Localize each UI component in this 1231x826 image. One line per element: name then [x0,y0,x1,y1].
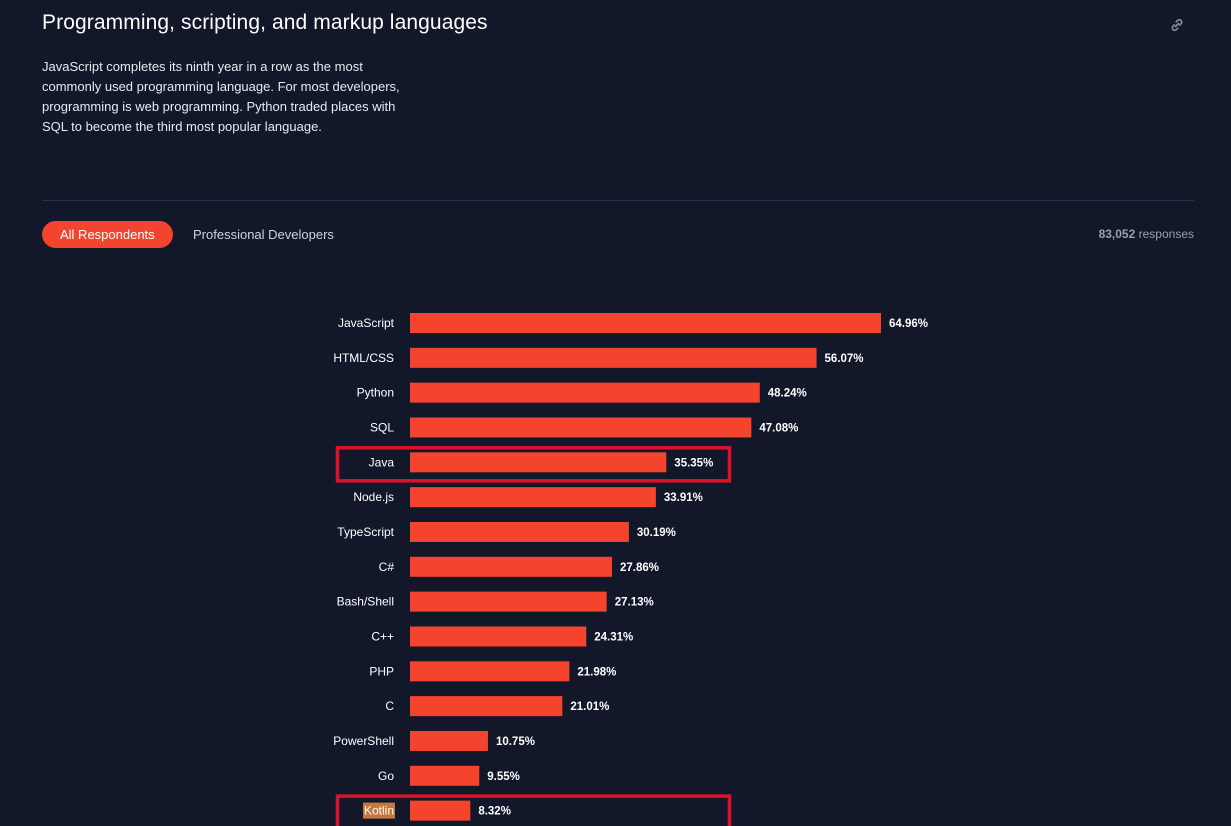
category-label-java: Java [369,455,395,469]
value-label-kotlin: 8.32% [478,806,511,818]
bar-java [410,452,667,473]
category-label-javascript: JavaScript [338,316,395,330]
category-label-sql: SQL [370,420,394,434]
bar-node-js [410,487,656,508]
bar-c [410,626,587,647]
category-label-php: PHP [369,664,394,678]
highlight-box-java [335,446,732,483]
bar-typescript [410,521,629,542]
bar-javascript [410,313,881,333]
bar-c [410,556,613,577]
responses-label: responses [1138,227,1194,241]
section-description: JavaScript completes its ninth year in a… [42,59,400,134]
value-label-bash-shell: 27.13% [615,597,654,609]
value-label-c: 27.86% [620,562,659,574]
category-label-go: Go [378,769,394,783]
bar-powershell [410,730,488,751]
value-label-php: 21.98% [577,666,616,678]
bar-c [410,696,563,717]
category-label-c: C# [379,560,395,574]
bar-python [410,382,760,403]
category-label-python: Python [357,386,394,400]
category-label-kotlin: Kotlin [364,804,394,818]
divider [42,200,1194,201]
highlight-box-kotlin [335,794,732,826]
category-label-c: C++ [371,629,394,643]
tab-professional-developers[interactable]: Professional Developers [193,227,334,242]
category-label-c: C [385,699,394,713]
category-label-html-css: HTML/CSS [333,351,394,365]
bar-html-css [410,347,817,368]
value-label-java: 35.35% [674,457,713,469]
value-label-sql: 47.08% [759,422,798,434]
category-label-node-js: Node.js [353,490,394,504]
bar-go [410,765,480,786]
responses-count: 83,052 responses [1099,227,1194,241]
value-label-python: 48.24% [768,388,807,400]
bar-sql [410,417,752,438]
category-label-powershell: PowerShell [333,734,394,748]
bar-bash-shell [410,591,607,612]
value-label-c: 21.01% [570,701,609,713]
value-label-powershell: 10.75% [496,736,535,748]
category-label-bash-shell: Bash/Shell [337,595,394,609]
value-label-typescript: 30.19% [637,527,676,539]
value-label-html-css: 56.07% [825,353,864,365]
link-icon[interactable] [1168,16,1186,34]
section-title: Programming, scripting, and markup langu… [42,11,488,34]
value-label-node-js: 33.91% [664,492,703,504]
category-label-typescript: TypeScript [337,525,394,539]
bar-kotlin [410,800,471,821]
value-label-javascript: 64.96% [889,318,928,330]
responses-number: 83,052 [1098,227,1136,241]
value-label-c: 24.31% [594,631,633,643]
tab-all-respondents[interactable]: All Respondents [42,221,173,248]
bar-php [410,661,570,682]
label-highlight-kotlin [363,802,395,819]
value-label-go: 9.55% [487,771,520,783]
